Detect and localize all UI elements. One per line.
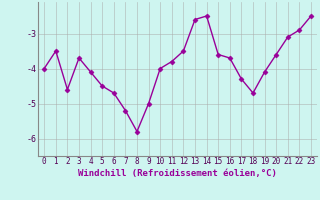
X-axis label: Windchill (Refroidissement éolien,°C): Windchill (Refroidissement éolien,°C) (78, 169, 277, 178)
